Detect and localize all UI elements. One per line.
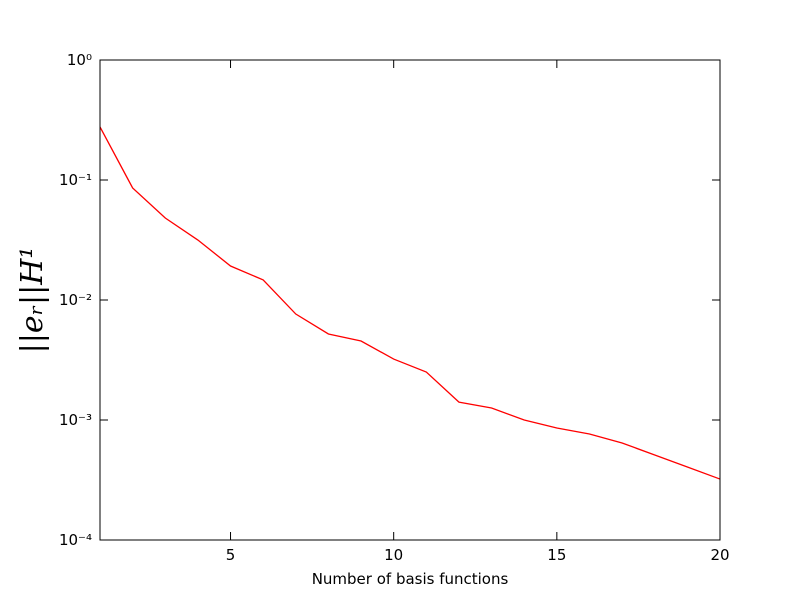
y-tick-label: 10⁻² [59,291,92,309]
x-tick-label: 15 [547,546,566,564]
x-tick-label: 20 [710,546,729,564]
y-axis-label: ||eᵣ||H¹ [15,247,50,354]
plot-frame [99,59,721,541]
y-tick-label: 10⁻⁴ [59,531,92,549]
x-tick-label: 10 [384,546,403,564]
y-tick-label: 10⁻¹ [59,171,92,189]
x-tick-label: 5 [226,546,236,564]
y-tick-label: 10⁰ [67,51,92,69]
x-axis-label: Number of basis functions [312,570,509,588]
data-line [99,126,721,480]
y-tick-label: 10⁻³ [59,411,92,429]
